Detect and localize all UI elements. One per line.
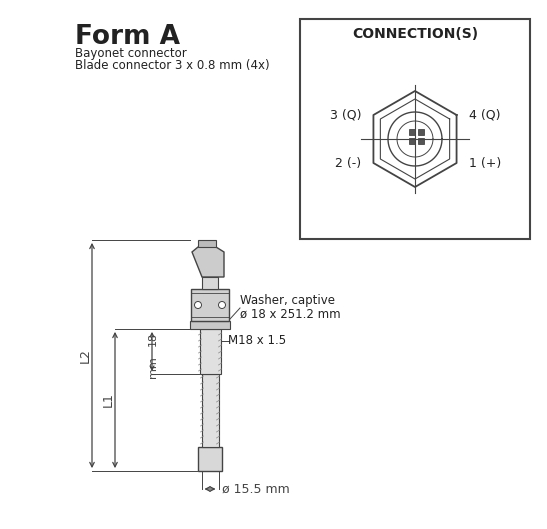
Bar — [202, 277, 218, 289]
Text: 1 (+): 1 (+) — [469, 157, 501, 169]
Text: 3 (Q): 3 (Q) — [329, 108, 361, 122]
Text: ø 18 x 251.2 mm: ø 18 x 251.2 mm — [240, 308, 341, 321]
Text: 2 (-): 2 (-) — [335, 157, 361, 169]
Text: L2: L2 — [79, 348, 91, 363]
Text: CONNECTION(S): CONNECTION(S) — [352, 27, 478, 41]
Circle shape — [195, 302, 201, 308]
Text: L1: L1 — [102, 393, 114, 407]
Bar — [190, 321, 230, 329]
Polygon shape — [192, 247, 224, 277]
Text: 18: 18 — [148, 332, 158, 346]
Bar — [200, 329, 220, 374]
Bar — [418, 138, 424, 144]
Bar — [409, 129, 415, 135]
Bar — [418, 129, 424, 135]
Bar — [201, 374, 218, 447]
Text: ø 15.5 mm: ø 15.5 mm — [223, 482, 290, 496]
Bar — [191, 289, 229, 321]
Text: Form A: Form A — [75, 24, 180, 50]
Text: Bayonet connector: Bayonet connector — [75, 47, 187, 60]
Bar — [300, 19, 530, 239]
Text: Blade connector 3 x 0.8 mm (4x): Blade connector 3 x 0.8 mm (4x) — [75, 59, 270, 72]
Text: Washer, captive: Washer, captive — [240, 294, 335, 307]
Text: mm: mm — [148, 357, 158, 378]
Polygon shape — [198, 240, 216, 247]
Text: M18 x 1.5: M18 x 1.5 — [229, 334, 287, 348]
Bar — [198, 447, 222, 471]
Text: 4 (Q): 4 (Q) — [469, 108, 501, 122]
Circle shape — [218, 302, 225, 308]
Bar — [409, 138, 415, 144]
